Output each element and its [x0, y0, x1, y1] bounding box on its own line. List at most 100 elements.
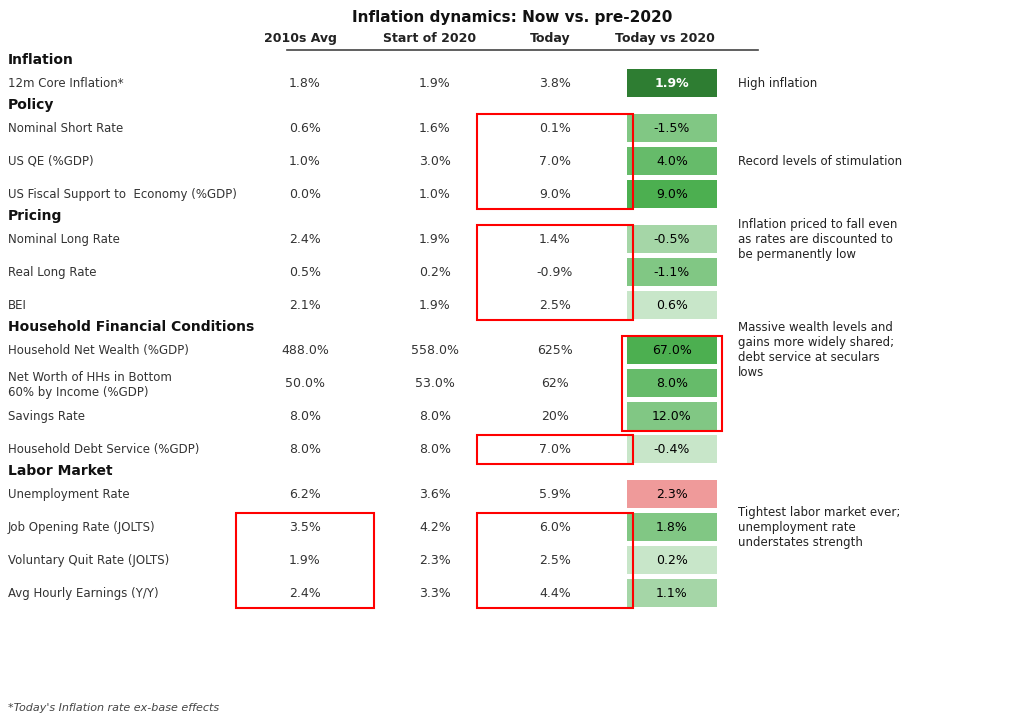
Text: 0.6%: 0.6%	[656, 299, 688, 312]
Text: Policy: Policy	[8, 98, 54, 112]
Text: Today: Today	[529, 32, 570, 45]
Text: Household Net Wealth (%GDP): Household Net Wealth (%GDP)	[8, 344, 188, 357]
Text: 1.6%: 1.6%	[419, 122, 451, 135]
Text: 3.8%: 3.8%	[539, 77, 571, 90]
Text: 1.9%: 1.9%	[419, 77, 451, 90]
Text: Net Worth of HHs in Bottom: Net Worth of HHs in Bottom	[8, 371, 172, 384]
Text: 2010s Avg: 2010s Avg	[263, 32, 337, 45]
Bar	[477, 435, 633, 464]
FancyBboxPatch shape	[627, 513, 717, 541]
Text: Record levels of stimulation: Record levels of stimulation	[738, 155, 902, 168]
Text: Real Long Rate: Real Long Rate	[8, 266, 96, 279]
Text: -1.5%: -1.5%	[653, 122, 690, 135]
Text: *Today's Inflation rate ex-base effects: *Today's Inflation rate ex-base effects	[8, 703, 219, 713]
Text: 1.1%: 1.1%	[656, 587, 688, 600]
FancyBboxPatch shape	[627, 225, 717, 253]
Text: 7.0%: 7.0%	[539, 155, 571, 168]
Text: 0.2%: 0.2%	[656, 554, 688, 567]
Bar	[236, 513, 374, 608]
Bar	[477, 225, 633, 320]
FancyBboxPatch shape	[627, 369, 717, 397]
Text: Nominal Long Rate: Nominal Long Rate	[8, 233, 120, 246]
Text: 8.0%: 8.0%	[289, 410, 321, 423]
Text: 9.0%: 9.0%	[656, 188, 688, 201]
Text: 558.0%: 558.0%	[411, 344, 459, 357]
Text: 1.9%: 1.9%	[419, 233, 451, 246]
Text: Massive wealth levels and
gains more widely shared;
debt service at seculars
low: Massive wealth levels and gains more wid…	[738, 321, 894, 379]
Text: Start of 2020: Start of 2020	[383, 32, 476, 45]
Text: Household Debt Service (%GDP): Household Debt Service (%GDP)	[8, 443, 200, 456]
Text: 60% by Income (%GDP): 60% by Income (%GDP)	[8, 386, 148, 399]
Text: Inflation: Inflation	[8, 53, 74, 67]
FancyBboxPatch shape	[627, 69, 717, 97]
FancyBboxPatch shape	[627, 114, 717, 143]
Text: 1.8%: 1.8%	[289, 77, 321, 90]
Text: -0.4%: -0.4%	[653, 443, 690, 456]
Text: 2.4%: 2.4%	[289, 587, 321, 600]
Text: Unemployment Rate: Unemployment Rate	[8, 487, 130, 500]
FancyBboxPatch shape	[627, 580, 717, 607]
FancyBboxPatch shape	[627, 402, 717, 431]
Text: 12m Core Inflation*: 12m Core Inflation*	[8, 77, 124, 90]
Text: Inflation dynamics: Now vs. pre-2020: Inflation dynamics: Now vs. pre-2020	[352, 10, 672, 25]
FancyBboxPatch shape	[627, 436, 717, 463]
Text: US Fiscal Support to  Economy (%GDP): US Fiscal Support to Economy (%GDP)	[8, 188, 237, 201]
Text: -0.5%: -0.5%	[653, 233, 690, 246]
FancyBboxPatch shape	[627, 148, 717, 176]
Text: 9.0%: 9.0%	[539, 188, 571, 201]
Text: 1.8%: 1.8%	[656, 521, 688, 534]
FancyBboxPatch shape	[627, 336, 717, 364]
FancyBboxPatch shape	[627, 292, 717, 320]
Text: 12.0%: 12.0%	[652, 410, 692, 423]
Text: 3.3%: 3.3%	[419, 587, 451, 600]
FancyBboxPatch shape	[627, 258, 717, 287]
Text: Labor Market: Labor Market	[8, 464, 113, 478]
Text: 67.0%: 67.0%	[652, 344, 692, 357]
Text: 1.4%: 1.4%	[539, 233, 570, 246]
Text: 7.0%: 7.0%	[539, 443, 571, 456]
Text: 1.9%: 1.9%	[289, 554, 321, 567]
Text: 3.0%: 3.0%	[419, 155, 451, 168]
Bar	[622, 336, 722, 431]
Text: 8.0%: 8.0%	[419, 443, 451, 456]
Text: 6.0%: 6.0%	[539, 521, 571, 534]
Text: 53.0%: 53.0%	[415, 377, 455, 390]
FancyBboxPatch shape	[627, 546, 717, 575]
Text: 488.0%: 488.0%	[281, 344, 329, 357]
Text: 4.0%: 4.0%	[656, 155, 688, 168]
Text: 0.5%: 0.5%	[289, 266, 321, 279]
Text: 4.4%: 4.4%	[539, 587, 570, 600]
FancyBboxPatch shape	[627, 181, 717, 208]
Text: 1.0%: 1.0%	[289, 155, 321, 168]
Text: 0.0%: 0.0%	[289, 188, 321, 201]
Text: 0.6%: 0.6%	[289, 122, 321, 135]
Text: 2.5%: 2.5%	[539, 554, 571, 567]
Bar	[477, 513, 633, 608]
Text: US QE (%GDP): US QE (%GDP)	[8, 155, 93, 168]
Text: 2.1%: 2.1%	[289, 299, 321, 312]
Text: 2.4%: 2.4%	[289, 233, 321, 246]
Text: 2.5%: 2.5%	[539, 299, 571, 312]
Text: 8.0%: 8.0%	[656, 377, 688, 390]
Text: Pricing: Pricing	[8, 209, 62, 223]
Text: Voluntary Quit Rate (JOLTS): Voluntary Quit Rate (JOLTS)	[8, 554, 169, 567]
Text: Nominal Short Rate: Nominal Short Rate	[8, 122, 123, 135]
Text: Avg Hourly Earnings (Y/Y): Avg Hourly Earnings (Y/Y)	[8, 587, 159, 600]
Text: 1.0%: 1.0%	[419, 188, 451, 201]
Text: 625%: 625%	[538, 344, 572, 357]
Text: 50.0%: 50.0%	[285, 377, 325, 390]
Text: Savings Rate: Savings Rate	[8, 410, 85, 423]
Text: 20%: 20%	[541, 410, 569, 423]
Text: 1.9%: 1.9%	[419, 299, 451, 312]
Text: BEI: BEI	[8, 299, 27, 312]
Text: Inflation priced to fall even
as rates are discounted to
be permanently low: Inflation priced to fall even as rates a…	[738, 218, 897, 261]
Text: -1.1%: -1.1%	[654, 266, 690, 279]
Bar	[477, 114, 633, 209]
Text: Tightest labor market ever;
unemployment rate
understates strength: Tightest labor market ever; unemployment…	[738, 505, 900, 549]
Text: 2.3%: 2.3%	[656, 487, 688, 500]
FancyBboxPatch shape	[627, 480, 717, 508]
Text: High inflation: High inflation	[738, 77, 817, 90]
Text: 5.9%: 5.9%	[539, 487, 571, 500]
Text: 3.6%: 3.6%	[419, 487, 451, 500]
Text: 8.0%: 8.0%	[419, 410, 451, 423]
